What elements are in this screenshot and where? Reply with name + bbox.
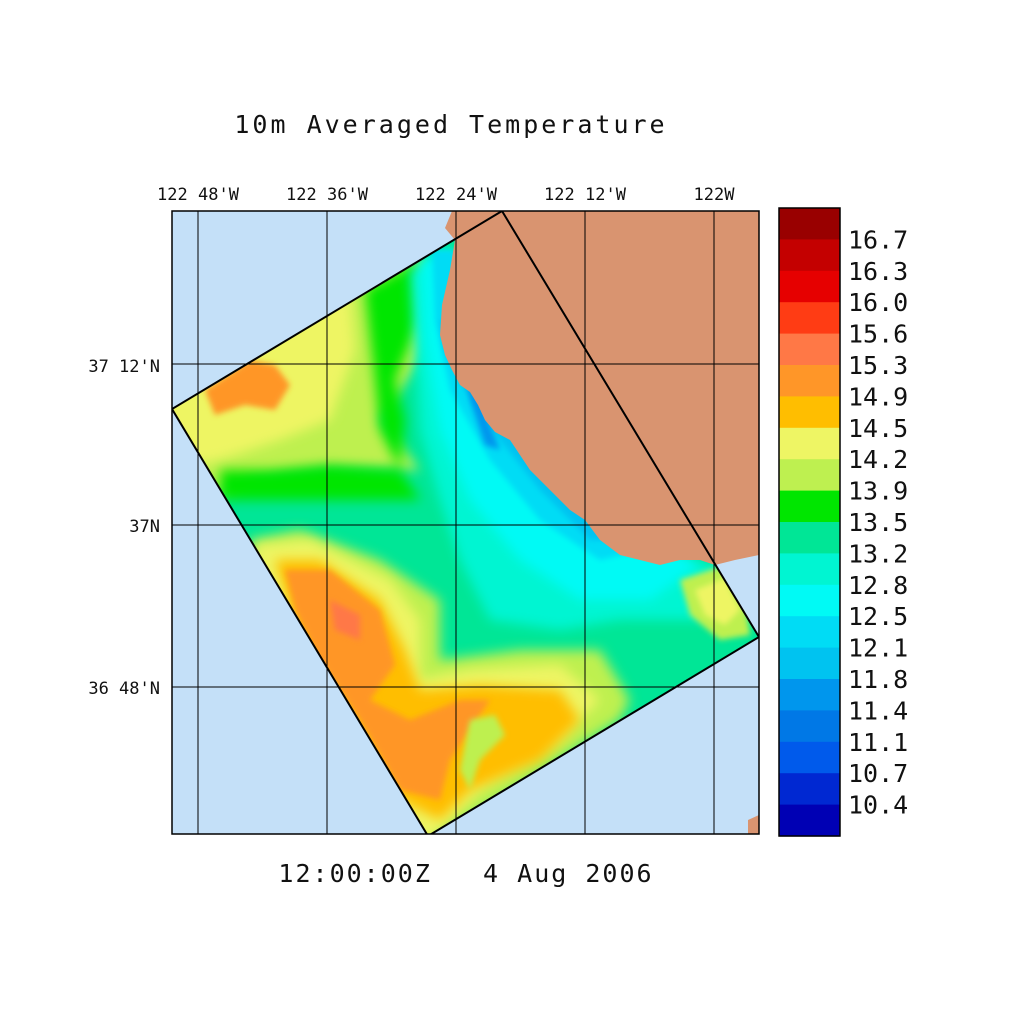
colorbar-label: 14.2 [848, 445, 908, 474]
colorbar-swatch [779, 710, 840, 743]
x-tick-label: 122W [694, 185, 736, 205]
colorbar-swatch [779, 302, 840, 335]
colorbar-swatch [779, 239, 840, 272]
colorbar-swatch [779, 459, 840, 492]
y-tick-label: 37N [129, 517, 160, 537]
colorbar-label: 12.8 [848, 571, 908, 600]
model-domain-outline [172, 211, 759, 834]
colorbar-label: 10.7 [848, 759, 908, 788]
colorbar-swatches [779, 208, 840, 837]
land-coastline [440, 211, 759, 565]
colorbar-label: 16.0 [848, 288, 908, 317]
x-tick-label: 122 12'W [544, 185, 627, 205]
map-plot-area [172, 211, 759, 834]
colorbar-label: 11.4 [848, 696, 908, 725]
colorbar-label: 10.4 [848, 791, 908, 820]
plot-title: 10m Averaged Temperature [234, 110, 667, 139]
colorbar-frame [778, 207, 841, 837]
colorbar-swatch [779, 584, 840, 617]
ridge-13-5 [220, 260, 420, 500]
colorbar: 16.7 16.316.0 15.615.314.9 14.514.2 13.913.5… [778, 207, 908, 837]
colorbar-swatch [779, 522, 840, 554]
colorbar-swatch [779, 333, 840, 366]
y-tick-label: 37 12'N [88, 357, 160, 377]
colorbar-swatch [779, 270, 840, 303]
colorbar-swatch [779, 208, 840, 240]
colorbar-swatch [779, 616, 840, 649]
y-axis-tick-labels: 37 12'N 37N 36 48'N [88, 357, 160, 699]
colorbar-swatch [779, 679, 840, 711]
colorbar-label: 11.8 [848, 665, 908, 694]
eddy-14-2 [460, 715, 505, 790]
colorbar-labels: 16.7 16.316.0 15.615.314.9 14.514.2 13.913.5… [848, 225, 908, 819]
cool-tongue-12-8 [410, 255, 759, 630]
colorbar-swatch [779, 427, 840, 460]
colorbar-label: 14.9 [848, 382, 908, 411]
colorbar-label: 12.5 [848, 602, 908, 631]
colorbar-label: 13.9 [848, 477, 908, 506]
colorbar-swatch [779, 804, 840, 837]
colorbar-label: 16.3 [848, 257, 908, 286]
southern-warm-15-4 [330, 600, 360, 640]
plot-frame [171, 210, 760, 835]
colorbar-swatch [779, 741, 840, 774]
colorbar-swatch [779, 490, 840, 523]
colorbar-label: 14.5 [848, 414, 908, 443]
cool-tongue-12-5 [420, 250, 700, 600]
colorbar-swatch [779, 396, 840, 429]
colorbar-label: 11.1 [848, 728, 908, 757]
colorbar-label: 12.1 [848, 634, 908, 663]
x-axis-tick-labels: 122 48'W 122 36'W 122 24'W 122 12'W 122W [157, 185, 735, 205]
x-tick-label: 122 24'W [415, 185, 498, 205]
colorbar-swatch [779, 647, 840, 680]
colorbar-swatch [779, 553, 840, 586]
colorbar-label: 16.7 [848, 225, 908, 254]
graticule [172, 211, 759, 834]
y-tick-label: 36 48'N [88, 679, 160, 699]
colorbar-label: 13.5 [848, 508, 908, 537]
x-tick-label: 122 36'W [286, 185, 369, 205]
southeast-warm-14-5 [695, 578, 740, 625]
colorbar-label: 13.2 [848, 539, 908, 568]
colorbar-label: 15.3 [848, 351, 908, 380]
offshore-warm-14-9 [205, 360, 290, 415]
x-tick-label: 122 48'W [157, 185, 240, 205]
colorbar-swatch [779, 773, 840, 806]
timestamp-label: 12:00:00Z 4 Aug 2006 [278, 859, 653, 888]
colorbar-label: 15.6 [848, 320, 908, 349]
land-southeast-corner [748, 815, 759, 834]
colorbar-swatch [779, 365, 840, 397]
